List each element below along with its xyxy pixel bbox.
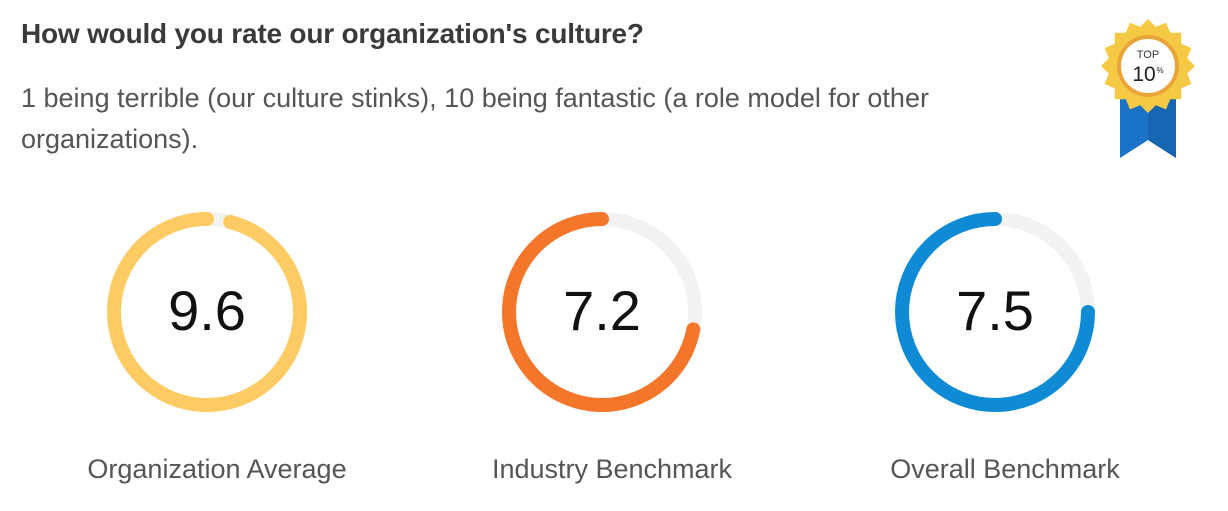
gauge-label: Organization Average (87, 454, 347, 484)
badge-face (1121, 39, 1175, 93)
badge-value-text: 10 (1132, 63, 1155, 86)
badge-top-text: TOP (1137, 49, 1159, 61)
question-title: How would you rate our organization's cu… (21, 18, 644, 49)
gauge-progress-arc (107, 212, 307, 412)
gauge-value: 7.2 (563, 279, 641, 342)
gauge-progress-arc (895, 212, 1095, 412)
badge-percent-text: % (1156, 66, 1163, 75)
gauge-ring (895, 212, 1095, 412)
gauge-organization-average: 9.6 Organization Average (47, 212, 387, 502)
gauge-ring (107, 212, 307, 412)
gauge-industry-benchmark: 7.2 Industry Benchmark (442, 212, 782, 502)
gauge-label: Industry Benchmark (491, 454, 733, 484)
gauge-progress-arc (502, 212, 701, 412)
gauge-ring (502, 212, 702, 412)
gauge-value: 9.6 (168, 279, 246, 342)
top-10-percent-badge-icon: TOP 10 % (1101, 19, 1195, 158)
gauge-overall-benchmark: 7.5 Overall Benchmark (835, 212, 1175, 502)
gauge-value: 7.5 (956, 279, 1034, 342)
gauge-label: Overall Benchmark (890, 454, 1120, 484)
question-subtitle: 1 being terrible (our culture stinks), 1… (21, 83, 929, 154)
